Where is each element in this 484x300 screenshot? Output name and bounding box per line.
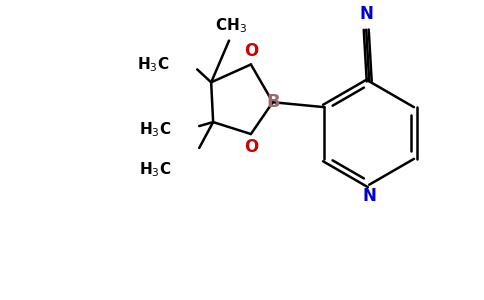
Text: N: N: [363, 187, 376, 205]
Text: H$_3$C: H$_3$C: [139, 121, 171, 140]
Text: O: O: [244, 43, 258, 61]
Text: H$_3$C: H$_3$C: [137, 55, 169, 74]
Text: B: B: [266, 93, 280, 111]
Text: O: O: [244, 138, 258, 156]
Text: N: N: [359, 5, 373, 23]
Text: CH$_3$: CH$_3$: [215, 16, 247, 34]
Text: H$_3$C: H$_3$C: [139, 160, 171, 179]
